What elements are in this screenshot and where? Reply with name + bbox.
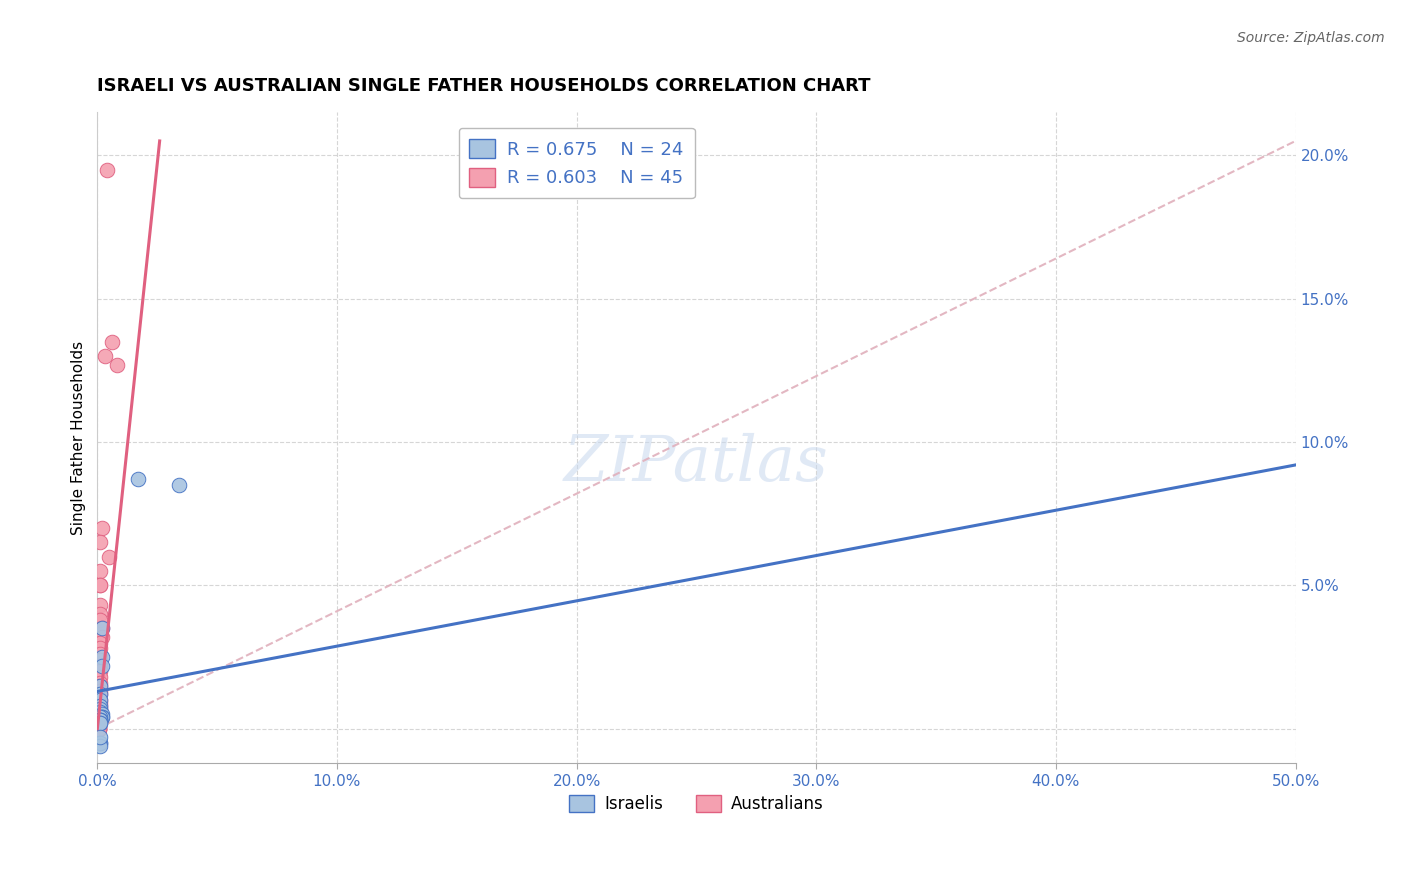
Legend: Israelis, Australians: Israelis, Australians bbox=[562, 789, 831, 820]
Point bbox=[89, 535, 111, 549]
Point bbox=[91, 621, 114, 635]
Point bbox=[91, 710, 114, 724]
Point bbox=[89, 739, 111, 753]
Point bbox=[89, 607, 111, 621]
Point bbox=[87, 716, 110, 731]
Point bbox=[89, 679, 111, 693]
Point bbox=[89, 693, 111, 707]
Point bbox=[91, 710, 114, 724]
Point bbox=[89, 705, 111, 719]
Point bbox=[89, 665, 111, 679]
Point bbox=[87, 722, 110, 736]
Point bbox=[89, 578, 111, 592]
Point bbox=[89, 710, 111, 724]
Point bbox=[89, 684, 111, 698]
Point bbox=[87, 716, 110, 731]
Point bbox=[87, 722, 110, 736]
Point bbox=[100, 334, 122, 349]
Point bbox=[89, 679, 111, 693]
Point bbox=[89, 687, 111, 701]
Point bbox=[89, 676, 111, 690]
Point bbox=[89, 564, 111, 578]
Point bbox=[87, 722, 110, 736]
Point bbox=[87, 719, 110, 733]
Point bbox=[89, 713, 111, 727]
Point bbox=[87, 719, 110, 733]
Point bbox=[89, 696, 111, 710]
Point bbox=[87, 719, 110, 733]
Point bbox=[87, 716, 110, 731]
Point bbox=[89, 713, 111, 727]
Point bbox=[167, 478, 190, 492]
Point bbox=[89, 716, 111, 731]
Point bbox=[89, 716, 111, 731]
Text: Source: ZipAtlas.com: Source: ZipAtlas.com bbox=[1237, 31, 1385, 45]
Point bbox=[89, 736, 111, 750]
Point bbox=[89, 698, 111, 713]
Point bbox=[127, 472, 149, 486]
Text: ZIPatlas: ZIPatlas bbox=[564, 433, 830, 494]
Point bbox=[91, 521, 114, 535]
Point bbox=[91, 650, 114, 665]
Point bbox=[98, 549, 121, 564]
Point bbox=[89, 670, 111, 684]
Point bbox=[89, 731, 111, 745]
Point bbox=[89, 613, 111, 627]
Point bbox=[91, 630, 114, 644]
Point bbox=[89, 636, 111, 650]
Point bbox=[89, 687, 111, 701]
Point bbox=[91, 658, 114, 673]
Point bbox=[89, 698, 111, 713]
Point bbox=[89, 647, 111, 661]
Point bbox=[89, 578, 111, 592]
Point bbox=[89, 701, 111, 715]
Point bbox=[96, 162, 118, 177]
Point bbox=[89, 713, 111, 727]
Point bbox=[89, 710, 111, 724]
Point bbox=[89, 599, 111, 613]
Point bbox=[93, 349, 115, 363]
Point bbox=[89, 693, 111, 707]
Point bbox=[89, 641, 111, 656]
Point bbox=[87, 713, 110, 727]
Point bbox=[105, 358, 128, 372]
Point bbox=[89, 658, 111, 673]
Text: ISRAELI VS AUSTRALIAN SINGLE FATHER HOUSEHOLDS CORRELATION CHART: ISRAELI VS AUSTRALIAN SINGLE FATHER HOUS… bbox=[97, 78, 870, 95]
Y-axis label: Single Father Households: Single Father Households bbox=[72, 341, 86, 535]
Point bbox=[91, 621, 114, 635]
Point bbox=[89, 713, 111, 727]
Point bbox=[89, 705, 111, 719]
Point bbox=[89, 707, 111, 722]
Point bbox=[89, 701, 111, 715]
Point bbox=[87, 722, 110, 736]
Point bbox=[91, 707, 114, 722]
Point bbox=[89, 736, 111, 750]
Point bbox=[89, 653, 111, 667]
